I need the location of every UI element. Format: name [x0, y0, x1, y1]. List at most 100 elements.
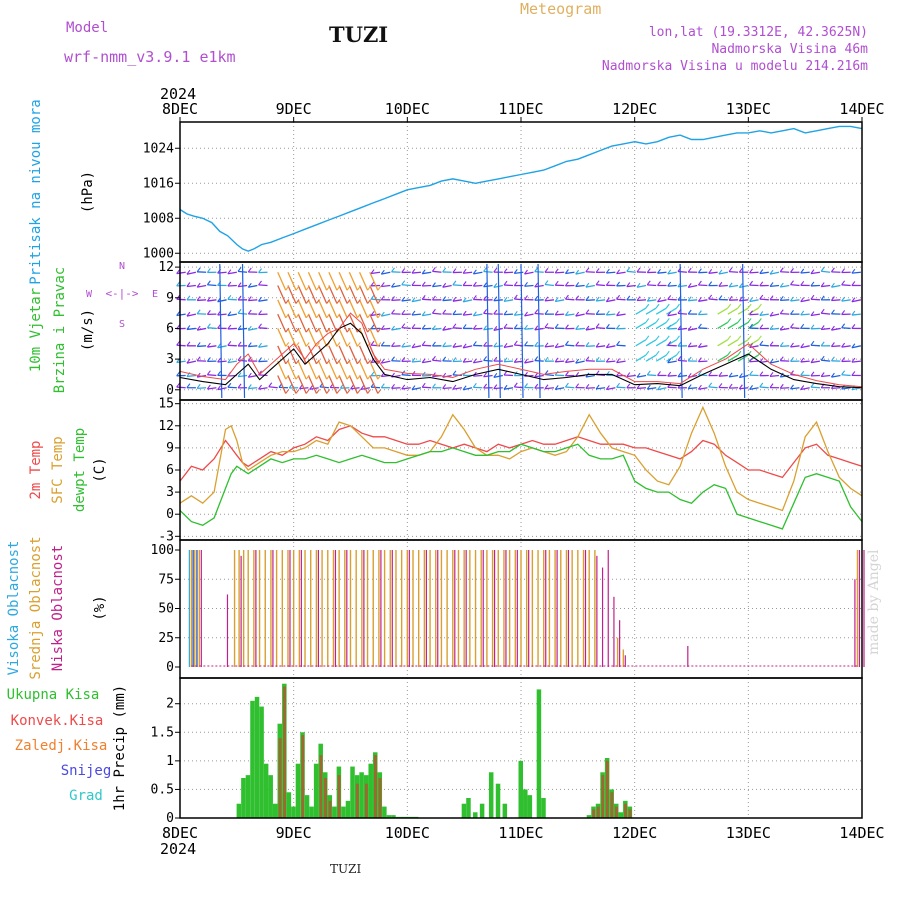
wind-barb	[493, 345, 503, 348]
wind-barb-feather	[616, 371, 621, 377]
wind-barb	[596, 345, 606, 348]
wind-barb-feather	[442, 296, 447, 301]
wind-barb	[677, 284, 688, 288]
precip-conv-bar	[592, 809, 596, 818]
wind-barb	[503, 345, 514, 348]
wind-barb-feather	[513, 281, 518, 286]
wind-barb-feather	[370, 281, 375, 287]
wind-barb-feather	[595, 323, 600, 328]
precip-total-bar	[527, 795, 533, 818]
wind-barb-feather	[728, 295, 733, 301]
wind-barb	[473, 360, 483, 364]
wind-barb-feather	[196, 356, 201, 362]
wind-barb	[442, 345, 452, 348]
wind-barb-feather	[411, 323, 416, 329]
wind-barb	[688, 345, 698, 348]
wind-barb-feather	[316, 389, 320, 394]
wind-barb-feather	[176, 382, 181, 388]
wind-barb	[307, 375, 318, 394]
wind-barb-feather	[727, 318, 732, 323]
wind-barb-feather	[534, 383, 539, 389]
wind-barb-feather	[196, 384, 201, 389]
precip-total-bar	[350, 766, 355, 818]
pressure-line	[179, 125, 863, 252]
precip-total-bar	[345, 800, 351, 818]
wind-barb-feather	[493, 296, 498, 302]
wind-barb-feather	[483, 309, 488, 314]
wind-barb-feather	[377, 327, 382, 333]
wind-barb-feather	[176, 281, 181, 287]
wind-barb	[432, 312, 442, 315]
cloud-tick-label: 50	[158, 602, 174, 617]
wind-barb	[759, 298, 769, 301]
wind-barb	[688, 387, 698, 390]
precip-total-bar	[359, 772, 364, 818]
wind-barb-feather	[305, 285, 310, 291]
precip-conv-bar	[337, 775, 341, 818]
wind-barb-feather	[452, 357, 457, 362]
wind-barb-feather	[462, 268, 467, 274]
wind-barb-feather	[206, 370, 211, 376]
wind-barb-feather	[285, 374, 290, 380]
wind-barb-feather	[513, 382, 518, 388]
bottom-date-label: 13DEC	[726, 824, 771, 842]
wind-barb	[432, 270, 442, 273]
wind-barb-feather	[585, 282, 590, 288]
wind-barb	[729, 284, 739, 288]
wind-barb-feather	[779, 342, 784, 347]
wind-barb-feather	[708, 371, 713, 376]
wind-barb-feather	[462, 385, 467, 391]
wind-barb	[186, 360, 197, 364]
wind-barb-feather	[503, 343, 508, 348]
precip-total-bar	[286, 792, 292, 818]
wind-barb-feather	[462, 297, 467, 303]
wind-barb	[462, 387, 473, 391]
wind-barb	[318, 375, 328, 394]
wind-barb	[176, 271, 186, 275]
wind-barb-feather	[176, 340, 181, 346]
wind-barb-feather	[247, 356, 252, 362]
bottom-date-label: 10DEC	[385, 824, 430, 842]
wind-barb	[698, 327, 708, 330]
wind-barb	[596, 387, 606, 390]
top-date-label: 12DEC	[612, 100, 657, 118]
pressure-tick-label: 1008	[143, 211, 174, 226]
wind-barb-feather	[258, 268, 262, 273]
wind-barb	[769, 360, 780, 364]
wind-barb-feather	[421, 358, 426, 363]
wind-barb-feather	[655, 318, 660, 323]
wind-barb-feather	[483, 372, 488, 378]
wind-tick-label: 12	[158, 260, 174, 275]
wind-barb-feather	[738, 267, 743, 273]
wind-barb	[727, 321, 739, 330]
wind-barb-feather	[687, 342, 692, 348]
wind-barb-feather	[206, 357, 211, 362]
wind-barb-feather	[749, 268, 754, 274]
wind-barb	[769, 313, 780, 317]
wind-barb-feather	[728, 267, 733, 272]
wind-barb	[248, 387, 258, 390]
precip-legend-item: Grad	[69, 788, 103, 804]
wind-barb	[217, 299, 227, 303]
wind-barb	[677, 374, 688, 378]
wind-barb	[207, 327, 217, 330]
wind-barb	[831, 284, 841, 288]
precip-conv-bar	[283, 686, 287, 818]
wind-barb-feather	[305, 327, 310, 333]
wind-barb-feather	[687, 283, 692, 288]
wind-barb-feather	[503, 384, 508, 390]
wind-gust-line	[179, 312, 863, 388]
wind-barb-feather	[247, 372, 252, 378]
wind-barb	[739, 284, 749, 289]
wind-barb-feather	[665, 318, 670, 323]
wind-barb	[473, 374, 483, 377]
wind-barb	[667, 327, 677, 330]
wind-barb	[769, 284, 780, 288]
wind-barb-feather	[346, 342, 351, 347]
wind-barb	[422, 360, 432, 364]
wind-barb	[851, 345, 861, 349]
wind-barb-feather	[237, 372, 242, 377]
wind-barb-feather	[237, 282, 242, 287]
wind-barb-feather	[830, 309, 835, 315]
wind-dir-line	[679, 263, 683, 399]
